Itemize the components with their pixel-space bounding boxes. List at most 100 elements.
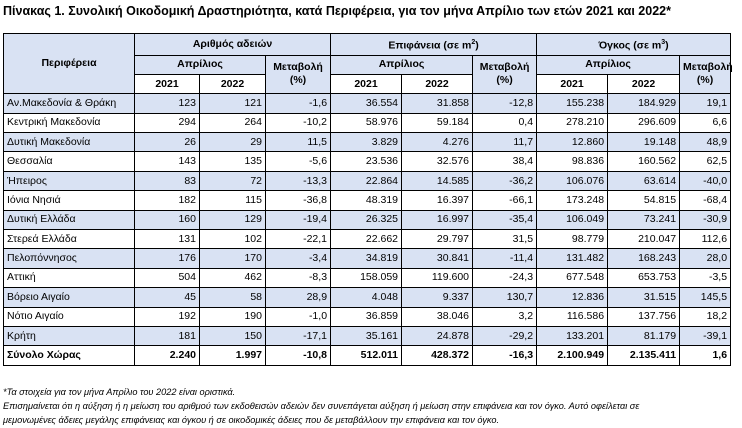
- volume-2021: 98.779: [536, 229, 609, 250]
- volume-2022: 296.609: [607, 112, 681, 134]
- permits-change: -36,8: [264, 190, 332, 211]
- table-row: Στερεά Ελλάδα 131 102 -22,1 22.662 29.79…: [3, 229, 732, 250]
- region-name: Ιόνια Νησιά: [3, 190, 135, 211]
- volume-change: 18,2: [679, 306, 732, 327]
- volume-2022: 19.148: [607, 132, 681, 153]
- volume-2022: 31.515: [607, 287, 681, 308]
- permits-2022: 1.997: [199, 345, 266, 366]
- permits-change: -10,2: [264, 112, 332, 134]
- permits-change: -1,6: [264, 93, 332, 114]
- building-activity-table: Περιφέρεια Αριθμός αδειών Επιφάνεια (σε …: [3, 32, 733, 366]
- volume-change: 1,6: [679, 345, 732, 366]
- area-2022: 24.878: [401, 325, 474, 347]
- area-2021: 22.864: [330, 170, 403, 192]
- region-name: Πελοπόννησος: [3, 248, 135, 269]
- permits-2021: 192: [134, 306, 200, 327]
- table-row: Ήπειρος 83 72 -13,3 22.864 14.585 -36,2 …: [3, 170, 732, 192]
- permits-2022: 190: [199, 306, 266, 327]
- volume-2021: 12.836: [536, 287, 609, 308]
- area-change: 38,4: [472, 151, 538, 172]
- area-2021: 58.976: [330, 112, 403, 134]
- permits-2021: 26: [134, 132, 200, 153]
- area-2022: 38.046: [401, 306, 474, 327]
- area-2021: 512.011: [330, 345, 403, 366]
- permits-change-header: Μεταβολή (%): [264, 54, 332, 95]
- volume-2021: 278.210: [536, 112, 609, 134]
- volume-2022: 168.243: [607, 248, 681, 269]
- permits-change: 28,9: [264, 287, 332, 308]
- volume-2022: 653.753: [607, 267, 681, 289]
- area-2021: 3.829: [330, 132, 403, 153]
- table-row: Θεσσαλία 143 135 -5,6 23.536 32.576 38,4…: [3, 151, 732, 172]
- area-change: -36,2: [472, 170, 538, 192]
- area-2021-header: 2021: [330, 73, 403, 95]
- permits-2021: 2.240: [134, 345, 200, 366]
- volume-change: 112,6: [679, 229, 732, 250]
- volume-2022: 81.179: [607, 325, 681, 347]
- volume-2021: 155.238: [536, 93, 609, 114]
- area-change: -29,2: [472, 325, 538, 347]
- area-2021: 35.161: [330, 325, 403, 347]
- permits-month-header: Απρίλιος: [134, 54, 266, 75]
- region-name: Βόρειο Αιγαίο: [3, 287, 135, 308]
- table-title: Πίνακας 1. Συνολική Οικοδομική Δραστηριό…: [3, 4, 671, 18]
- area-2022: 14.585: [401, 170, 474, 192]
- volume-2021: 131.482: [536, 248, 609, 269]
- permits-2022: 72: [199, 170, 266, 192]
- permits-2022: 29: [199, 132, 266, 153]
- permits-2021-header: 2021: [134, 73, 200, 95]
- permits-2021: 182: [134, 190, 200, 211]
- region-name: Νότιο Αιγαίο: [3, 306, 135, 327]
- volume-2022: 2.135.411: [607, 345, 681, 366]
- volume-change: 6,6: [679, 112, 732, 134]
- volume-2022: 63.614: [607, 170, 681, 192]
- permits-2022: 462: [199, 267, 266, 289]
- area-change: -66,1: [472, 190, 538, 211]
- table-row: Δυτική Ελλάδα 160 129 -19,4 26.325 16.99…: [3, 209, 732, 231]
- area-2021: 48.319: [330, 190, 403, 211]
- footnotes: *Τα στοιχεία για τον μήνα Απρίλιο του 20…: [3, 385, 738, 427]
- table-row: Αν.Μακεδονία & Θράκη 123 121 -1,6 36.554…: [3, 93, 732, 114]
- table-row: Νότιο Αιγαίο 192 190 -1,0 36.859 38.046 …: [3, 306, 732, 327]
- area-change: 31,5: [472, 229, 538, 250]
- footnote-remark: Επισημαίνεται ότι η αύξηση ή η μείωση το…: [3, 401, 640, 411]
- volume-2022: 210.047: [607, 229, 681, 250]
- area-2022: 4.276: [401, 132, 474, 153]
- area-change: -24,3: [472, 267, 538, 289]
- volume-change-header: Μεταβολή (%): [679, 54, 733, 95]
- permits-2022-header: 2022: [199, 73, 266, 95]
- area-2022: 16.397: [401, 190, 474, 211]
- table-row: Κεντρική Μακεδονία 294 264 -10,2 58.976 …: [3, 112, 732, 134]
- area-2021: 34.819: [330, 248, 403, 269]
- area-2022: 9.337: [401, 287, 474, 308]
- volume-2022-header: 2022: [607, 73, 681, 95]
- volume-2022: 184.929: [607, 93, 681, 114]
- volume-change: 62,5: [679, 151, 732, 172]
- area-change: -35,4: [472, 209, 538, 231]
- area-2022: 32.576: [401, 151, 474, 172]
- table-row: Αττική 504 462 -8,3 158.059 119.600 -24,…: [3, 267, 732, 289]
- volume-2021: 98.836: [536, 151, 609, 172]
- area-change-header: Μεταβολή (%): [472, 54, 538, 95]
- permits-2022: 121: [199, 93, 266, 114]
- area-2021: 23.536: [330, 151, 403, 172]
- volume-2022: 160.562: [607, 151, 681, 172]
- permits-change: 11,5: [264, 132, 332, 153]
- area-2022-header: 2022: [401, 73, 474, 95]
- table-row: Δυτική Μακεδονία 26 29 11,5 3.829 4.276 …: [3, 132, 732, 153]
- permits-change: -8,3: [264, 267, 332, 289]
- area-2021: 26.325: [330, 209, 403, 231]
- footnote-final-data: *Τα στοιχεία για τον μήνα Απρίλιο του 20…: [3, 387, 236, 397]
- permits-2022: 150: [199, 325, 266, 347]
- area-2022: 119.600: [401, 267, 474, 289]
- permits-change: -3,4: [264, 248, 332, 269]
- table-row: Πελοπόννησος 176 170 -3,4 34.819 30.841 …: [3, 248, 732, 269]
- region-header: Περιφέρεια: [3, 32, 135, 95]
- footnote-remark-continued: μεμονωμένες άδειες μεγάλης επιφάνειας κα…: [3, 415, 500, 425]
- volume-change: 145,5: [679, 287, 732, 308]
- permits-2021: 45: [134, 287, 200, 308]
- region-name: Αττική: [3, 267, 135, 289]
- area-2022: 16.997: [401, 209, 474, 231]
- area-2021: 36.859: [330, 306, 403, 327]
- permits-2022: 129: [199, 209, 266, 231]
